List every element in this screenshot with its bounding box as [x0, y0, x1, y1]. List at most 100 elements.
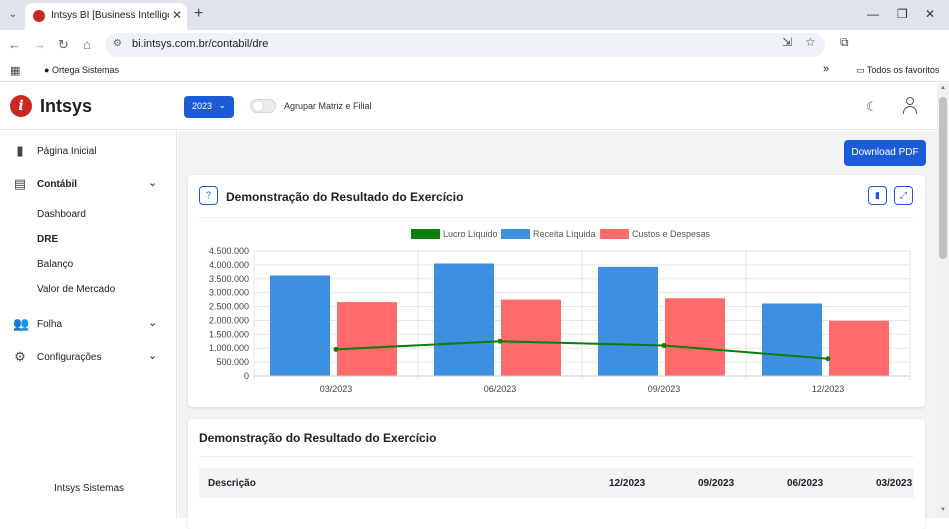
browser-tabstrip: ⌄ Intsys BI [Business Intelligence] ✕ + …: [0, 0, 949, 30]
intsys-logo-icon: i: [10, 95, 32, 117]
sidebar-item-label: Contábil: [37, 179, 77, 190]
group-toggle[interactable]: [250, 99, 276, 113]
legend-label: Custos e Despesas: [632, 229, 711, 239]
toggle-label: Agrupar Matriz e Filial: [284, 101, 372, 111]
lucro-line: [335, 340, 829, 360]
table-card-title: Demonstração do Resultado do Exercício: [199, 431, 437, 445]
bar-receita: [434, 263, 494, 376]
card-divider: [199, 456, 914, 457]
download-pdf-button[interactable]: Download PDF: [844, 140, 926, 166]
year-select[interactable]: 2023 ⌄: [184, 96, 234, 118]
url-text[interactable]: bi.intsys.com.br/contabil/dre: [132, 38, 269, 50]
y-tick-label: 4.000.000: [209, 260, 249, 270]
new-tab-icon[interactable]: +: [194, 5, 204, 22]
bar-receita: [270, 275, 330, 376]
bar-receita: [598, 266, 658, 376]
apps-grid-icon[interactable]: ▦: [10, 65, 21, 77]
table-header-row: Descrição 12/2023 09/2023 06/2023 03/202…: [199, 468, 914, 498]
browser-toolbar: ← → ↻ ⌂ ⚙ bi.intsys.com.br/contabil/dre …: [0, 30, 949, 60]
chevron-down-icon: ⌄: [148, 317, 158, 329]
x-tick-label: 12/2023: [812, 384, 845, 394]
browser-tab[interactable]: Intsys BI [Business Intelligence] ✕: [25, 3, 187, 30]
table-header-09-2023: 09/2023: [698, 478, 735, 489]
expand-icon[interactable]: ⤢: [894, 186, 913, 205]
main-content: Download PDF ? Demonstração do Resultado…: [178, 131, 937, 529]
restore-icon[interactable]: ❐: [897, 7, 908, 21]
users-icon: 👥: [13, 316, 30, 331]
sidebar-footer: Intsys Sistemas: [54, 483, 125, 494]
app-header: i Intsys 2023 ⌄ Agrupar Matriz e Filial …: [0, 83, 937, 130]
scroll-down-icon[interactable]: ▼: [940, 507, 946, 513]
legend-label: Lucro Líquido: [443, 229, 498, 239]
sidebar-item-home[interactable]: ▮ Página Inicial: [0, 138, 176, 164]
bar-custos: [665, 298, 725, 376]
legend-swatch: [411, 229, 440, 239]
card-divider: [199, 217, 914, 218]
chevron-down-icon: ⌄: [148, 177, 158, 189]
bar-receita: [762, 303, 822, 376]
sidebar-subitem-dashboard[interactable]: Dashboard: [37, 209, 86, 220]
sidebar-item-label: Página Inicial: [37, 146, 97, 157]
scroll-up-icon[interactable]: ▲: [940, 85, 946, 91]
sidebar-subitem-valor-mercado[interactable]: Valor de Mercado: [37, 284, 116, 295]
user-icon[interactable]: [902, 97, 918, 115]
building-icon: ▮: [16, 143, 24, 158]
bar-custos: [501, 299, 561, 376]
help-icon[interactable]: ?: [199, 186, 218, 205]
address-bar[interactable]: ⚙ bi.intsys.com.br/contabil/dre: [105, 33, 825, 57]
sidebar-subitem-balanco[interactable]: Balanço: [37, 259, 74, 270]
site-info-icon[interactable]: ⚙: [113, 38, 122, 49]
sidebar-subitem-dre[interactable]: DRE: [37, 234, 59, 245]
install-app-icon[interactable]: ⇲: [782, 35, 793, 49]
all-favorites-label: Todos os favoritos: [866, 65, 940, 75]
tab-search-icon[interactable]: ⌄: [8, 9, 18, 20]
close-window-icon[interactable]: ✕: [925, 7, 936, 21]
y-tick-label: 3.000.000: [209, 288, 249, 298]
bookmark-ortega[interactable]: ● Ortega Sistemas: [44, 65, 119, 75]
close-tab-icon[interactable]: ✕: [172, 8, 183, 22]
y-tick-label: 2.000.000: [209, 315, 249, 325]
bookmark-ortega-label: Ortega Sistemas: [51, 65, 119, 75]
table-header-03-2023: 03/2023: [876, 478, 913, 489]
lucro-point: [825, 356, 831, 362]
sidebar-item-label: Configurações: [37, 352, 102, 363]
y-tick-label: 2.500.000: [209, 302, 249, 312]
legend-label: Receita Líquida: [533, 229, 596, 239]
y-tick-label: 0: [244, 371, 249, 381]
home-icon[interactable]: ⌂: [83, 37, 91, 52]
sidebar-item-label: Folha: [37, 319, 63, 330]
moon-icon[interactable]: ☾: [866, 99, 878, 114]
back-icon[interactable]: ←: [8, 37, 21, 52]
y-tick-label: 3.500.000: [209, 274, 249, 284]
reload-icon[interactable]: ↻: [58, 37, 69, 52]
all-favorites[interactable]: ▭ Todos os favoritos: [856, 65, 940, 75]
y-tick-label: 1.000.000: [209, 343, 249, 353]
bookmarks-more[interactable]: »: [823, 63, 830, 75]
lucro-point: [333, 346, 339, 352]
bar-custos: [829, 320, 889, 376]
lucro-point: [497, 338, 503, 344]
page-scrollbar[interactable]: ▲ ▼: [937, 83, 949, 518]
chart-card: ? Demonstração do Resultado do Exercício…: [188, 175, 925, 407]
bookmark-star-icon[interactable]: ☆: [805, 35, 816, 49]
chevron-down-icon: ⌄: [218, 100, 226, 110]
x-tick-label: 09/2023: [648, 384, 681, 394]
forward-icon[interactable]: →: [33, 37, 46, 52]
bar-custos: [337, 302, 397, 376]
table-header-12-2023: 12/2023: [609, 478, 646, 489]
table-header-06-2023: 06/2023: [787, 478, 824, 489]
export-file-icon[interactable]: ▮: [868, 186, 887, 205]
scroll-thumb[interactable]: [939, 97, 947, 259]
extensions-icon[interactable]: ⧉: [840, 35, 849, 49]
sidebar-item-folha[interactable]: 👥 Folha ⌄: [0, 311, 176, 337]
chevron-down-icon: ⌄: [148, 350, 158, 362]
bookmarks-bar: ▦ ● Ortega Sistemas » ▭ Todos os favorit…: [0, 60, 949, 82]
y-tick-label: 4.500.000: [209, 246, 249, 256]
y-tick-label: 1.500.000: [209, 329, 249, 339]
sidebar-item-configuracoes[interactable]: ⚙ Configurações ⌄: [0, 344, 176, 370]
minimize-icon[interactable]: —: [867, 7, 879, 21]
y-tick-label: 500.000: [216, 357, 249, 367]
toggle-knob: [253, 101, 263, 111]
sidebar-item-contabil[interactable]: ▤ Contábil ⌄: [0, 171, 176, 197]
dre-chart: 4.500.000 4.000.000 3.500.000 3.000.000 2.50…: [209, 229, 911, 394]
